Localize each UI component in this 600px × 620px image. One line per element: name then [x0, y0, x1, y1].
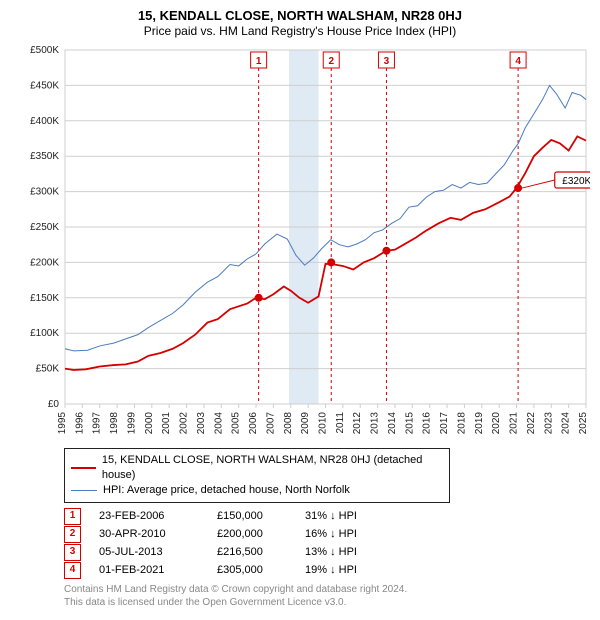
- footer-line-2: This data is licensed under the Open Gov…: [64, 596, 590, 609]
- svg-text:£350K: £350K: [30, 151, 59, 162]
- svg-text:2015: 2015: [404, 412, 415, 435]
- svg-text:2023: 2023: [543, 412, 554, 435]
- svg-text:£500K: £500K: [30, 45, 59, 56]
- transaction-price: £305,000: [217, 561, 287, 579]
- transaction-date: 30-APR-2010: [99, 525, 199, 543]
- svg-text:2: 2: [328, 56, 334, 67]
- svg-text:2020: 2020: [491, 412, 502, 435]
- transaction-diff: 19% ↓ HPI: [305, 561, 395, 579]
- svg-text:2010: 2010: [318, 412, 329, 435]
- svg-text:2022: 2022: [526, 412, 537, 435]
- svg-text:2005: 2005: [231, 412, 242, 435]
- transaction-date: 01-FEB-2021: [99, 561, 199, 579]
- legend-swatch-blue: [71, 490, 97, 491]
- svg-text:2002: 2002: [179, 412, 190, 435]
- svg-text:2013: 2013: [370, 412, 381, 435]
- transaction-price: £216,500: [217, 543, 287, 561]
- svg-text:1996: 1996: [74, 412, 85, 435]
- transaction-price: £200,000: [217, 525, 287, 543]
- svg-text:2018: 2018: [456, 412, 467, 435]
- svg-text:£200K: £200K: [30, 257, 59, 268]
- transaction-diff: 16% ↓ HPI: [305, 525, 395, 543]
- svg-text:2003: 2003: [196, 412, 207, 435]
- legend-label-red: 15, KENDALL CLOSE, NORTH WALSHAM, NR28 0…: [102, 453, 443, 483]
- svg-text:2017: 2017: [439, 412, 450, 435]
- svg-text:2012: 2012: [352, 412, 363, 435]
- legend-swatch-red: [71, 467, 96, 469]
- svg-text:2021: 2021: [509, 412, 520, 435]
- svg-text:2011: 2011: [335, 412, 346, 434]
- svg-text:£450K: £450K: [30, 80, 59, 91]
- svg-text:1: 1: [256, 56, 262, 67]
- transaction-diff: 31% ↓ HPI: [305, 507, 395, 525]
- svg-text:2004: 2004: [213, 412, 224, 435]
- footer-note: Contains HM Land Registry data © Crown c…: [64, 583, 590, 609]
- svg-text:2007: 2007: [265, 412, 276, 435]
- svg-text:£50K: £50K: [36, 364, 60, 375]
- svg-text:2000: 2000: [144, 412, 155, 435]
- table-row: 1 23-FEB-2006 £150,000 31% ↓ HPI: [64, 507, 590, 525]
- page-title: 15, KENDALL CLOSE, NORTH WALSHAM, NR28 0…: [10, 8, 590, 23]
- transaction-marker: 4: [64, 562, 81, 579]
- svg-text:£150K: £150K: [30, 293, 59, 304]
- table-row: 3 05-JUL-2013 £216,500 13% ↓ HPI: [64, 543, 590, 561]
- transaction-diff: 13% ↓ HPI: [305, 543, 395, 561]
- legend-label-blue: HPI: Average price, detached house, Nort…: [103, 483, 350, 498]
- svg-text:1998: 1998: [109, 412, 120, 435]
- svg-text:£300K: £300K: [30, 187, 59, 198]
- svg-text:1999: 1999: [126, 412, 137, 435]
- transaction-marker: 1: [64, 508, 81, 525]
- svg-text:2009: 2009: [300, 412, 311, 435]
- svg-text:2008: 2008: [283, 412, 294, 435]
- svg-text:2001: 2001: [161, 412, 172, 435]
- chart-legend: 15, KENDALL CLOSE, NORTH WALSHAM, NR28 0…: [64, 448, 450, 503]
- svg-text:3: 3: [384, 56, 390, 67]
- price-chart: £0 £50K £100K £150K £200K £250K £300K £350K £400…: [10, 42, 590, 442]
- svg-text:£250K: £250K: [30, 222, 59, 233]
- svg-text:1995: 1995: [57, 412, 68, 435]
- svg-text:4: 4: [515, 56, 521, 67]
- footer-line-1: Contains HM Land Registry data © Crown c…: [64, 583, 590, 596]
- svg-text:£0: £0: [48, 399, 60, 410]
- svg-text:2016: 2016: [422, 412, 433, 435]
- transaction-price: £150,000: [217, 507, 287, 525]
- table-row: 2 30-APR-2010 £200,000 16% ↓ HPI: [64, 525, 590, 543]
- transaction-marker: 2: [64, 526, 81, 543]
- page-subtitle: Price paid vs. HM Land Registry's House …: [10, 24, 590, 38]
- svg-text:2025: 2025: [578, 412, 589, 435]
- transaction-date: 05-JUL-2013: [99, 543, 199, 561]
- svg-text:£320K: £320K: [562, 176, 590, 187]
- transactions-table: 1 23-FEB-2006 £150,000 31% ↓ HPI 2 30-APR-201…: [64, 507, 590, 579]
- transaction-marker: 3: [64, 544, 81, 561]
- svg-text:£400K: £400K: [30, 116, 59, 127]
- svg-text:2014: 2014: [387, 412, 398, 435]
- svg-text:2006: 2006: [248, 412, 259, 435]
- transaction-date: 23-FEB-2006: [99, 507, 199, 525]
- svg-text:2019: 2019: [474, 412, 485, 435]
- table-row: 4 01-FEB-2021 £305,000 19% ↓ HPI: [64, 561, 590, 579]
- svg-text:£100K: £100K: [30, 328, 59, 339]
- svg-text:1997: 1997: [92, 412, 103, 435]
- svg-text:2024: 2024: [561, 412, 572, 435]
